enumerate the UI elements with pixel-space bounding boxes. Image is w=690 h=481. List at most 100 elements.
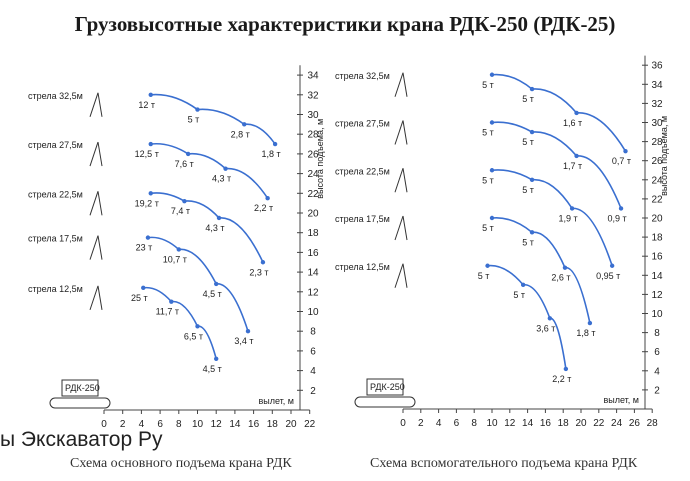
y-tick-label: 26 [307,149,319,160]
y-tick-label: 28 [307,130,319,141]
crane-illustration: РДК-250 [49,379,111,409]
x-tick-label: 18 [558,418,570,429]
chart-panel-1: 0 2 4 6 8 10 12 14 16 18 20 22246810121416182022242… [28,65,325,430]
load-point [574,110,579,116]
y-axis-label: высота подъема, м [315,119,325,199]
y-tick-label: 2 [654,385,660,396]
load-point [529,230,535,235]
boom-label: стрела 17,5м [335,214,390,224]
load-label: 7,6 т [175,159,194,169]
y-tick-label: 14 [651,271,663,282]
load-point [148,141,153,147]
load-label: 7,4 т [171,206,190,216]
x-tick-label: 12 [211,419,223,430]
load-point [562,265,568,270]
y-tick-label: 8 [654,328,660,339]
load-point [223,166,228,171]
boom-sketch-side [402,120,408,145]
y-tick-label: 12 [651,290,663,301]
load-label: 5 т [522,237,534,247]
boom-label: стрела 32,5м [335,71,390,81]
y-tick-label: 18 [651,233,663,244]
x-tick-label: 16 [248,419,260,430]
load-point [587,320,593,326]
load-point [260,260,266,265]
series-2: 12,5 т 7,6 т 4,3 т 2,2 т стрела 27,5м [28,140,273,213]
load-label: 0,7 т [612,156,631,166]
boom-label: стрела 27,5м [28,140,83,150]
boom-sketch-side [402,215,408,241]
x-tick-label: 0 [400,418,406,429]
load-point [141,285,146,291]
load-point [569,206,575,211]
load-label: 5 т [482,175,494,185]
y-tick-label: 6 [654,347,660,358]
load-point [563,366,569,372]
load-label: 3,4 т [234,336,253,346]
series-1: 12 т 5 т 2,8 т 1,8 т стрела 32,5м [28,91,281,159]
x-tick-label: 10 [192,419,204,430]
chart-panel-2: 0 2 4 6 8 10 12 14 16 18 20 22 24 26 28246810121416182… [335,55,669,429]
x-tick-label: 14 [522,418,534,429]
y-tick-label: 28 [651,137,663,148]
load-label: 5 т [482,223,494,233]
boom-sketch-side [402,168,408,193]
x-tick-label: 18 [267,419,279,430]
boom-sketch-side [402,263,408,288]
boom-sketch [89,141,99,167]
boom-sketch [394,120,404,145]
load-point [242,122,247,127]
y-tick-label: 30 [651,118,663,129]
boom-sketch-side [97,235,103,260]
y-tick-label: 8 [310,327,316,338]
boom-sketch [89,191,99,216]
load-point [169,299,174,304]
x-tick-label: 2 [120,419,126,430]
load-point [195,107,200,112]
load-label: 1,8 т [262,149,281,159]
load-curve [491,73,627,152]
load-curve [491,216,591,324]
load-point [182,198,187,204]
load-point [489,120,495,125]
boom-label: стрела 12,5м [28,284,83,294]
load-curve [491,169,613,267]
load-point [547,316,553,321]
load-point [529,129,535,135]
load-label: 0,9 т [607,213,626,223]
y-tick-label: 12 [307,287,319,298]
series-4: 5 т 5 т 2,6 т 1,8 т стрела 17,5м [335,214,595,338]
y-tick-label: 2 [310,386,316,397]
load-point [185,151,191,157]
load-point [214,281,219,287]
y-tick-label: 18 [307,228,319,239]
load-label: 25 т [131,293,148,303]
load-label: 23 т [136,243,153,253]
load-label: 6,5 т [184,331,203,341]
boom-sketch [394,72,404,97]
load-curve [150,142,269,199]
x-tick-label: 16 [540,418,552,429]
series-5: 5 т 5 т 3,6 т 2,2 т стрела 12,5м [335,262,571,384]
boom-sketch [394,168,404,193]
boom-label: стрела 27,5м [335,119,390,129]
x-tick-label: 10 [486,418,498,429]
load-point [216,215,222,221]
boom-sketch [394,215,404,241]
load-curve [487,264,567,370]
series-5: 25 т 11,7 т 6,5 т 4,5 т стрела 12,5м [28,284,222,374]
load-label: 19,2 т [135,198,159,208]
y-tick-label: 32 [651,99,663,110]
x-tick-label: 4 [436,418,442,429]
x-tick-label: 26 [629,418,641,429]
load-curve [147,236,249,332]
load-label: 11,7 т [156,307,179,317]
load-label: 0,95 т [596,271,620,281]
load-label: 1,7 т [563,161,582,171]
y-axis-label: высота подъема, м [659,116,669,196]
load-point [176,247,181,252]
load-label: 4,3 т [212,174,231,184]
load-label: 3,6 т [536,323,555,333]
load-label: 5 т [522,137,534,147]
y-tick-label: 22 [307,189,319,200]
